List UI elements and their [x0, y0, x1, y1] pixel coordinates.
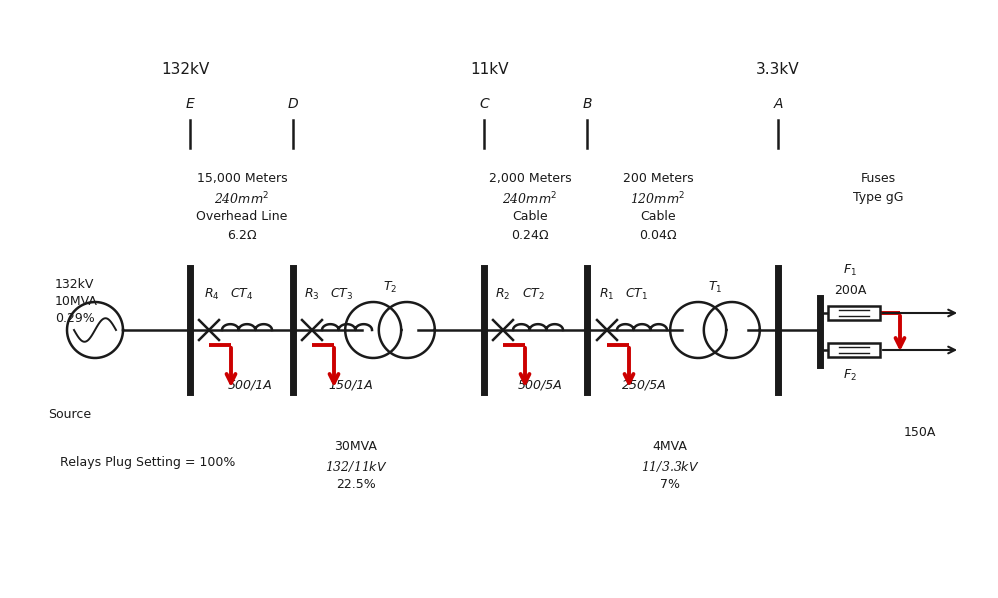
Text: 11/3.3$kV$: 11/3.3$kV$: [641, 459, 700, 474]
Text: 132kV: 132kV: [55, 278, 95, 291]
Text: D: D: [287, 97, 298, 111]
Text: $CT_3$: $CT_3$: [330, 287, 353, 302]
Text: 240$mm^2$: 240$mm^2$: [502, 191, 558, 208]
Text: 0.29%: 0.29%: [55, 312, 95, 325]
Text: 120$mm^2$: 120$mm^2$: [631, 191, 686, 208]
Text: Overhead Line: Overhead Line: [197, 210, 287, 223]
Text: A: A: [773, 97, 782, 111]
Text: $R_2$: $R_2$: [495, 287, 511, 302]
Text: 132/11$kV$: 132/11$kV$: [324, 459, 387, 474]
Text: 30MVA: 30MVA: [334, 440, 377, 453]
Text: 4MVA: 4MVA: [653, 440, 688, 453]
Text: $T_1$: $T_1$: [708, 280, 723, 295]
Text: E: E: [186, 97, 195, 111]
Bar: [828, 306, 880, 320]
Text: 500/5A: 500/5A: [518, 378, 563, 391]
Text: B: B: [582, 97, 592, 111]
Text: Relays Plug Setting = 100%: Relays Plug Setting = 100%: [60, 456, 236, 469]
Text: Cable: Cable: [640, 210, 676, 223]
Text: 15,000 Meters: 15,000 Meters: [197, 172, 287, 185]
Text: $R_1$: $R_1$: [599, 287, 615, 302]
Text: 0.24$\Omega$: 0.24$\Omega$: [511, 229, 549, 242]
Text: 250/5A: 250/5A: [622, 378, 667, 391]
Text: $R_3$: $R_3$: [304, 287, 319, 302]
Text: C: C: [479, 97, 489, 111]
Text: 11kV: 11kV: [471, 62, 509, 77]
Text: $F_1$: $F_1$: [843, 263, 857, 278]
Text: Fuses: Fuses: [860, 172, 895, 185]
Text: 0.04$\Omega$: 0.04$\Omega$: [639, 229, 678, 242]
Text: 7%: 7%: [660, 478, 680, 491]
Text: $CT_4$: $CT_4$: [231, 287, 253, 302]
Text: $F_2$: $F_2$: [843, 368, 857, 383]
Text: Source: Source: [49, 408, 92, 421]
Text: 200 Meters: 200 Meters: [623, 172, 694, 185]
Bar: [828, 343, 880, 357]
Text: 2,000 Meters: 2,000 Meters: [489, 172, 571, 185]
Text: 10MVA: 10MVA: [55, 295, 98, 308]
Text: $CT_1$: $CT_1$: [626, 287, 649, 302]
Text: 240$mm^2$: 240$mm^2$: [215, 191, 269, 208]
Text: $R_4$: $R_4$: [205, 287, 220, 302]
Text: 500/1A: 500/1A: [228, 378, 272, 391]
Text: 200A: 200A: [833, 284, 866, 297]
Text: 22.5%: 22.5%: [336, 478, 376, 491]
Text: 150A: 150A: [904, 426, 936, 439]
Text: Cable: Cable: [512, 210, 548, 223]
Text: 150/1A: 150/1A: [328, 378, 372, 391]
Text: 6.2$\Omega$: 6.2$\Omega$: [227, 229, 257, 242]
Text: Type gG: Type gG: [852, 191, 903, 204]
Text: $CT_2$: $CT_2$: [522, 287, 545, 302]
Text: 132kV: 132kV: [161, 62, 210, 77]
Text: 3.3kV: 3.3kV: [756, 62, 799, 77]
Text: $T_2$: $T_2$: [383, 280, 397, 295]
